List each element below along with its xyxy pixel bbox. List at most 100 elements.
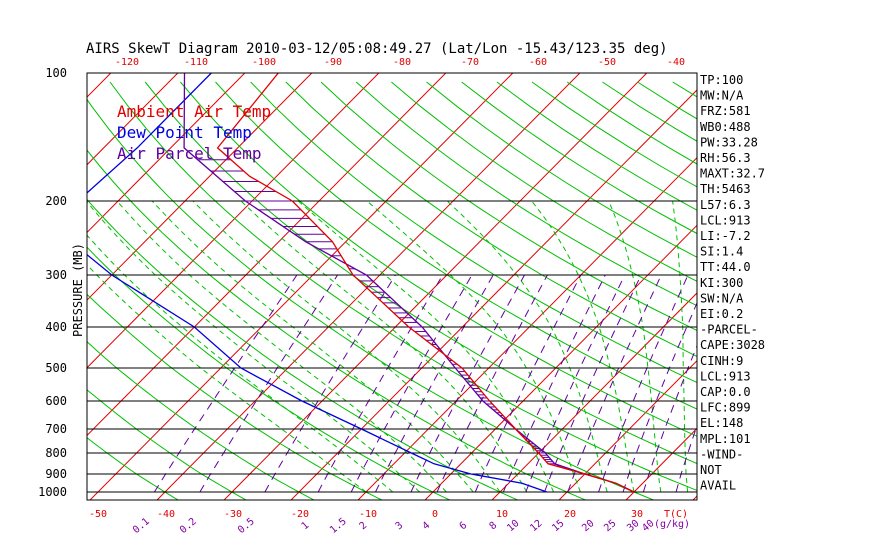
dry-adiabat-line xyxy=(87,389,247,500)
legend-entry: Dew Point Temp xyxy=(117,123,252,142)
sounding-index: MPL:101 xyxy=(700,432,751,446)
mixing-ratio-line xyxy=(525,274,626,493)
moist-adiabat-line xyxy=(151,200,474,493)
top-temp-tick-label: -80 xyxy=(393,57,411,68)
sounding-index: CINH:9 xyxy=(700,354,743,368)
dry-adiabat-line xyxy=(215,81,697,410)
dry-adiabat-line xyxy=(250,81,697,384)
isotherm-line xyxy=(827,73,870,500)
isotherm-line xyxy=(87,73,246,234)
mixing-ratio-label: 0.1 xyxy=(131,516,152,536)
isotherm-line xyxy=(0,73,44,500)
dry-adiabat-line xyxy=(87,246,451,500)
dry-adiabat-line xyxy=(285,81,697,357)
sounding-index: L57:6.3 xyxy=(700,198,751,212)
cape-hatching xyxy=(197,159,579,473)
mixing-ratio-label: 12 xyxy=(528,518,544,534)
pressure-lines xyxy=(87,73,697,493)
top-temp-tick-label: -50 xyxy=(598,57,616,68)
top-temp-tick-label: -100 xyxy=(252,57,276,68)
dry-adiabat-line xyxy=(109,81,697,491)
sounding-index: MAXT:32.7 xyxy=(700,167,765,181)
dry-adiabat-line xyxy=(355,81,697,307)
isotherm-line xyxy=(87,73,179,166)
legend: Ambient Air Temp Dew Point Temp Air Parcel… xyxy=(117,102,271,163)
dry-adiabat-line xyxy=(496,81,697,211)
top-temp-tick-label: -120 xyxy=(115,57,139,68)
mixing-ratio-label: 30 xyxy=(625,518,641,534)
sounding-index: EL:148 xyxy=(700,416,743,430)
bottom-temp-tick-label: -50 xyxy=(89,509,107,520)
bottom-temp-tick-label: -30 xyxy=(224,509,242,520)
dry-adiabat-line xyxy=(426,81,697,258)
dry-adiabat-line xyxy=(144,81,697,465)
top-temp-tick-label: -40 xyxy=(667,57,685,68)
sounding-index: CAPE:3028 xyxy=(700,338,765,352)
bottom-temp-tick-label: -40 xyxy=(157,509,175,520)
sounding-index: CAP:0.0 xyxy=(700,385,751,399)
sounding-index: WB0:488 xyxy=(700,120,751,134)
moist-adiabat-line xyxy=(366,200,581,493)
sounding-index: TT:44.0 xyxy=(700,260,751,274)
moist-adiabat-line xyxy=(87,201,420,493)
moist-adiabat-line xyxy=(608,200,662,493)
sounding-index: LFC:899 xyxy=(700,401,751,415)
legend-entry: Air Parcel Temp xyxy=(117,144,262,163)
sounding-index: LCL:913 xyxy=(700,369,751,383)
mixing-ratio-line xyxy=(375,274,494,493)
plot-frame xyxy=(86,72,698,501)
sounding-index: PW:33.28 xyxy=(700,135,758,149)
pressure-tick-label: 800 xyxy=(45,446,67,460)
dry-adiabat-line xyxy=(87,293,383,500)
moist-adiabat-line xyxy=(116,200,447,493)
sounding-index: AVAIL xyxy=(700,479,736,493)
mixing-ratio-label: 3 xyxy=(394,520,406,532)
sounding-index: SW:N/A xyxy=(700,291,744,305)
dry-adiabat-line xyxy=(87,340,315,500)
top-temp-tick-label: -90 xyxy=(324,57,342,68)
bottom-temp-tick-label: 30 xyxy=(631,509,643,520)
mixing-ratio-line xyxy=(410,274,525,493)
mixing-ratio-line xyxy=(598,274,689,493)
top-temperature-axis: -120 -110 -100 -90 -80 -70 -60 -50 -40 xyxy=(115,57,685,68)
sounding-index: RH:56.3 xyxy=(700,151,751,165)
mixing-ratio-label: 6 xyxy=(458,520,470,532)
mixing-ratio-line xyxy=(544,274,642,493)
sounding-index: EI:0.2 xyxy=(700,307,743,321)
moist-adiabat-line xyxy=(192,200,501,493)
mixing-ratio-unit-label: (g/kg) xyxy=(654,519,690,530)
mixing-ratio-line xyxy=(567,274,662,493)
pressure-tick-label: 500 xyxy=(45,361,67,375)
sounding-index: -WIND- xyxy=(700,447,743,461)
dry-adiabat-line xyxy=(320,81,697,332)
bottom-temperature-axis: -50 -40 -30 -20 -10 0 10 20 30 T(C)0.1 0.2 0.5 1 1.5 2… xyxy=(89,509,690,536)
sounding-index: -PARCEL- xyxy=(700,323,758,337)
pressure-tick-label: 700 xyxy=(45,422,67,436)
moist-adiabat-line xyxy=(297,200,555,493)
bottom-temp-tick-label: 10 xyxy=(496,509,508,520)
ambient-temp-profile xyxy=(216,73,635,493)
mixing-ratio-line xyxy=(199,274,339,493)
moist-adiabat-line xyxy=(240,200,528,493)
sounding-index: TP:100 xyxy=(700,73,743,87)
pressure-tick-label: 900 xyxy=(45,467,67,481)
moist-adiabat-line xyxy=(87,264,367,493)
moist-adiabats xyxy=(87,200,689,493)
mixing-ratio-label: 25 xyxy=(602,518,618,534)
mixing-ratio-label: 10 xyxy=(505,518,521,534)
pressure-axis: 100 200 300 400 500 600 700 800 900 1000 xyxy=(38,66,67,499)
y-axis-label: PRESSURE (MB) xyxy=(71,243,85,337)
isotherm-line xyxy=(87,73,313,301)
mixing-ratio-line xyxy=(317,274,444,493)
mixing-ratio-label: 15 xyxy=(550,518,566,534)
sounding-index: KI:300 xyxy=(700,276,743,290)
dewpoint-profile xyxy=(87,73,548,493)
chart-title: AIRS SkewT Diagram 2010-03-12/05:08:49.2… xyxy=(86,41,668,57)
mixing-ratio-label: 4 xyxy=(421,520,433,532)
profiles xyxy=(87,73,635,493)
mixing-ratio-line xyxy=(622,301,697,493)
mixing-ratio-label: 1 xyxy=(300,520,312,532)
bottom-temp-tick-label: -10 xyxy=(359,509,377,520)
